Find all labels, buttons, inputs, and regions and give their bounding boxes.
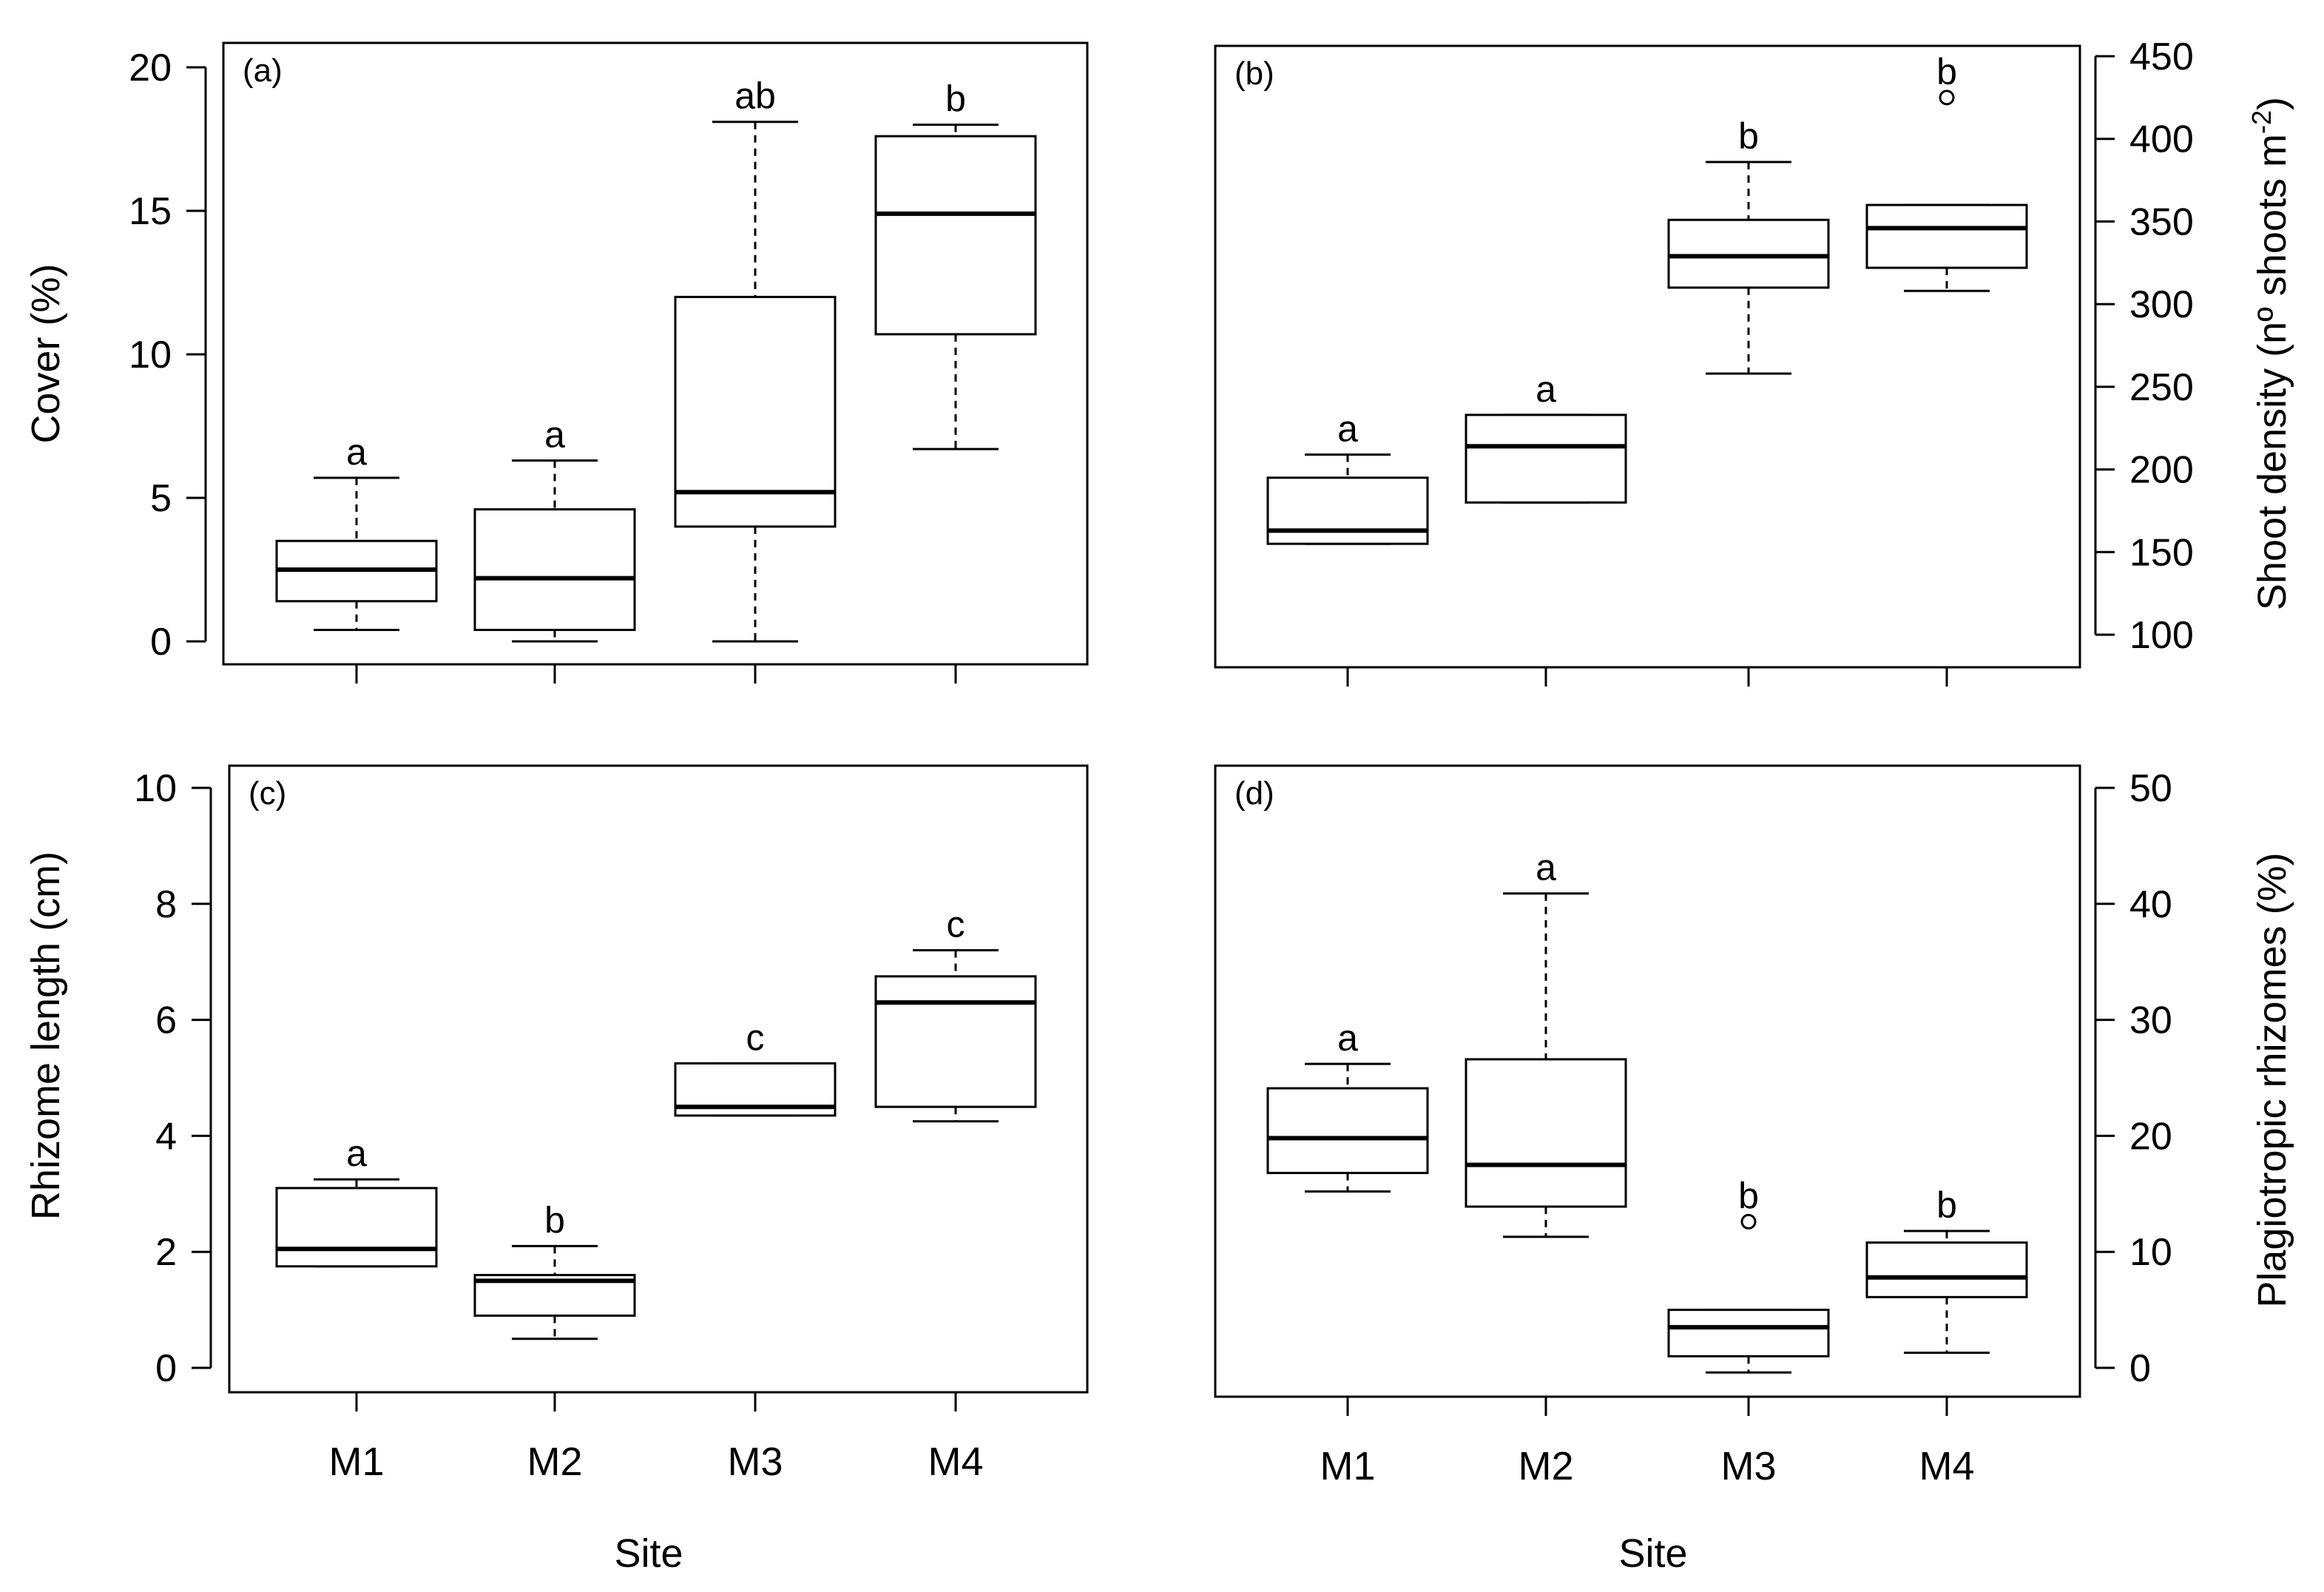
plot-frame	[1214, 44, 2081, 669]
y-tick-label: 100	[2129, 614, 2194, 657]
plot-frame	[222, 41, 1089, 666]
significance-letter: a	[346, 431, 367, 473]
significance-letter: b	[1738, 115, 1759, 157]
y-tick-label: 450	[2129, 36, 2194, 78]
x-tick-label: M4	[1919, 1444, 1974, 1488]
significance-letter: a	[544, 414, 565, 456]
panel-label: (d)	[1234, 775, 1274, 812]
plot-frame	[1214, 764, 2081, 1398]
x-tick-label: M2	[1518, 1444, 1573, 1488]
y-tick-label: 50	[2129, 767, 2172, 810]
iqr-box	[874, 975, 1037, 1108]
significance-letter: a	[1337, 408, 1358, 449]
y-tick-label: 40	[2129, 883, 2172, 926]
iqr-box	[1865, 1241, 2028, 1298]
significance-letter: c	[947, 904, 965, 945]
iqr-box	[1465, 1058, 1627, 1208]
x-tick-label: M1	[328, 1440, 384, 1484]
panel-label: (c)	[249, 775, 286, 812]
y-tick-label: 5	[150, 477, 172, 520]
iqr-box	[1667, 218, 1830, 289]
y-tick-label: 10	[134, 767, 177, 810]
y-tick-label: 20	[2129, 1115, 2172, 1158]
y-tick-label: 15	[129, 190, 172, 233]
y-tick-label: 150	[2129, 531, 2194, 574]
y-axis-title: Cover (%)	[24, 263, 68, 443]
outlier-point	[1740, 1213, 1757, 1230]
y-tick-label: 20	[129, 47, 172, 90]
plot-frame	[228, 764, 1089, 1394]
significance-letter: ab	[734, 75, 776, 117]
panel-label: (b)	[1234, 55, 1274, 92]
significance-letter: a	[1536, 368, 1556, 410]
y-tick-label: 2	[155, 1231, 177, 1274]
y-axis-title: Rhizome length (cm)	[24, 851, 68, 1220]
y-tick-label: 400	[2129, 118, 2194, 161]
y-tick-label: 0	[155, 1347, 177, 1390]
iqr-box	[1865, 203, 2028, 269]
iqr-box	[674, 295, 837, 528]
iqr-box	[1465, 414, 1627, 504]
iqr-box	[1266, 476, 1429, 545]
y-tick-label: 0	[2129, 1347, 2151, 1390]
y-tick-label: 10	[2129, 1231, 2172, 1274]
y-tick-label: 0	[150, 621, 172, 664]
significance-letter: a	[1337, 1017, 1358, 1059]
y-tick-label: 6	[155, 999, 177, 1042]
panel-d: (d) 0 10 20 30 40 50 Plagiotropic rhizomes (%) M…	[1214, 764, 2294, 1488]
significance-letter: b	[1936, 1184, 1957, 1226]
y-tick-label: 4	[155, 1115, 177, 1158]
y-tick-label: 8	[155, 883, 177, 926]
panel-c: (c) 0 2 4 6 8 10 Rhizome length (cm) M1 M2 M3 M4 a b c…	[24, 764, 1089, 1484]
x-tick-label: M4	[928, 1440, 983, 1484]
iqr-box	[473, 508, 636, 631]
x-tick-label: M2	[527, 1440, 582, 1484]
iqr-box	[1667, 1309, 1830, 1357]
y-axis-title: Shoot density (nº shoots m-2)	[2246, 97, 2295, 610]
y-tick-label: 30	[2129, 999, 2172, 1042]
x-axis-title-right: Site	[1618, 1531, 1687, 1576]
outlier-point	[1939, 90, 1955, 106]
significance-letter: a	[346, 1133, 367, 1174]
significance-letter: b	[544, 1199, 565, 1241]
significance-letter: a	[1536, 847, 1556, 888]
y-tick-label: 300	[2129, 283, 2194, 326]
significance-letter: b	[945, 78, 966, 120]
x-tick-label: M1	[1320, 1444, 1375, 1488]
y-tick-label: 10	[129, 334, 172, 377]
panel-label: (a)	[243, 53, 283, 89]
significance-letter: c	[746, 1016, 765, 1058]
x-tick-label: M3	[727, 1440, 783, 1484]
panel-b: (b) 100 150 200 250 300 350 400 450 Shoot density…	[1214, 36, 2295, 687]
significance-letter: b	[1738, 1175, 1759, 1216]
x-tick-label: M3	[1720, 1444, 1776, 1488]
iqr-box	[275, 1187, 438, 1268]
y-tick-label: 200	[2129, 449, 2194, 492]
y-axis-title: Plagiotropic rhizomes (%)	[2250, 852, 2294, 1307]
significance-letter: b	[1936, 51, 1957, 92]
y-tick-label: 350	[2129, 200, 2194, 243]
iqr-box	[874, 135, 1037, 336]
panel-a: (a) 0 5 10 15 20 Cover (%) a a ab b	[24, 41, 1089, 684]
x-axis-title-left: Site	[614, 1531, 683, 1576]
iqr-box	[1266, 1087, 1429, 1175]
y-tick-label: 250	[2129, 366, 2194, 409]
